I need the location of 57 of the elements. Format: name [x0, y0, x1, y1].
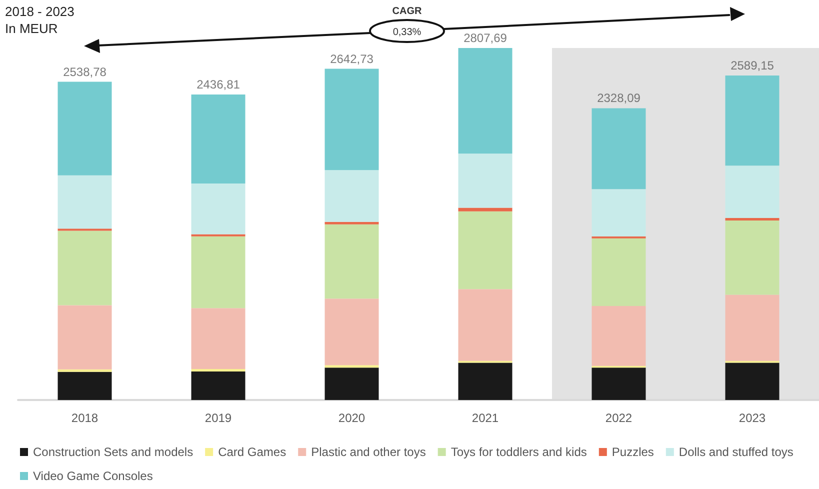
- bar: [58, 175, 112, 229]
- x-tick-label: 2018: [71, 411, 98, 425]
- bar: [458, 362, 512, 400]
- bar: [324, 365, 379, 368]
- bar: [324, 224, 379, 299]
- x-tick-label: 2019: [204, 411, 232, 425]
- legend-label: Plastic and other toys: [311, 445, 426, 459]
- legend-label: Toys for toddlers and kids: [450, 445, 587, 459]
- legend-label: Video Game Consoles: [33, 469, 153, 483]
- legend-label: Construction Sets and models: [33, 445, 194, 459]
- annotation: 2642,73: [330, 52, 374, 66]
- bar: [191, 236, 246, 308]
- x-tick-label: 2020: [338, 411, 366, 425]
- bar: [324, 368, 379, 400]
- annotation: 2589,15: [730, 58, 774, 72]
- bar: [592, 368, 646, 400]
- legend-label: Card Games: [218, 445, 286, 459]
- bar: [592, 189, 646, 236]
- bar: [592, 108, 646, 190]
- annotation: 2436,81: [196, 77, 240, 92]
- x-tick-label: 2023: [738, 411, 766, 425]
- text: CAGR: [392, 6, 422, 17]
- bar: [458, 154, 512, 208]
- annotation: 2538,78: [63, 64, 107, 79]
- bar: [191, 371, 246, 400]
- bar: [191, 184, 246, 234]
- bar: [324, 298, 379, 366]
- bar: [191, 308, 246, 370]
- chart-subtitle: In MEUR: [5, 21, 58, 36]
- bar: [725, 75, 780, 166]
- bar: [58, 372, 112, 400]
- bar: [191, 94, 246, 184]
- bar: [725, 294, 780, 361]
- bar: [725, 220, 780, 295]
- bar: [592, 306, 646, 366]
- x-tick-label: 2022: [605, 411, 632, 425]
- bar: [58, 230, 112, 306]
- bar: [592, 238, 646, 306]
- bar: [458, 289, 512, 361]
- chart-title: 2018 - 2023: [5, 4, 74, 19]
- text: 0,33%: [392, 27, 422, 38]
- bar: [58, 305, 112, 370]
- annotation: 2328,09: [597, 91, 641, 106]
- bar: [324, 170, 379, 222]
- bar: [324, 222, 379, 224]
- bar: [458, 211, 512, 290]
- bar: [458, 208, 512, 212]
- bar: [725, 362, 780, 400]
- bar: [58, 369, 112, 372]
- x-tick-label: 2021: [472, 411, 499, 425]
- bar: [458, 48, 512, 154]
- bar: [58, 82, 112, 176]
- bar: [725, 166, 780, 218]
- annotation: 2807,69: [464, 31, 508, 45]
- legend-label: Dolls and stuffed toys: [678, 445, 794, 459]
- bar: [324, 68, 379, 170]
- legend-label: Puzzles: [612, 445, 654, 459]
